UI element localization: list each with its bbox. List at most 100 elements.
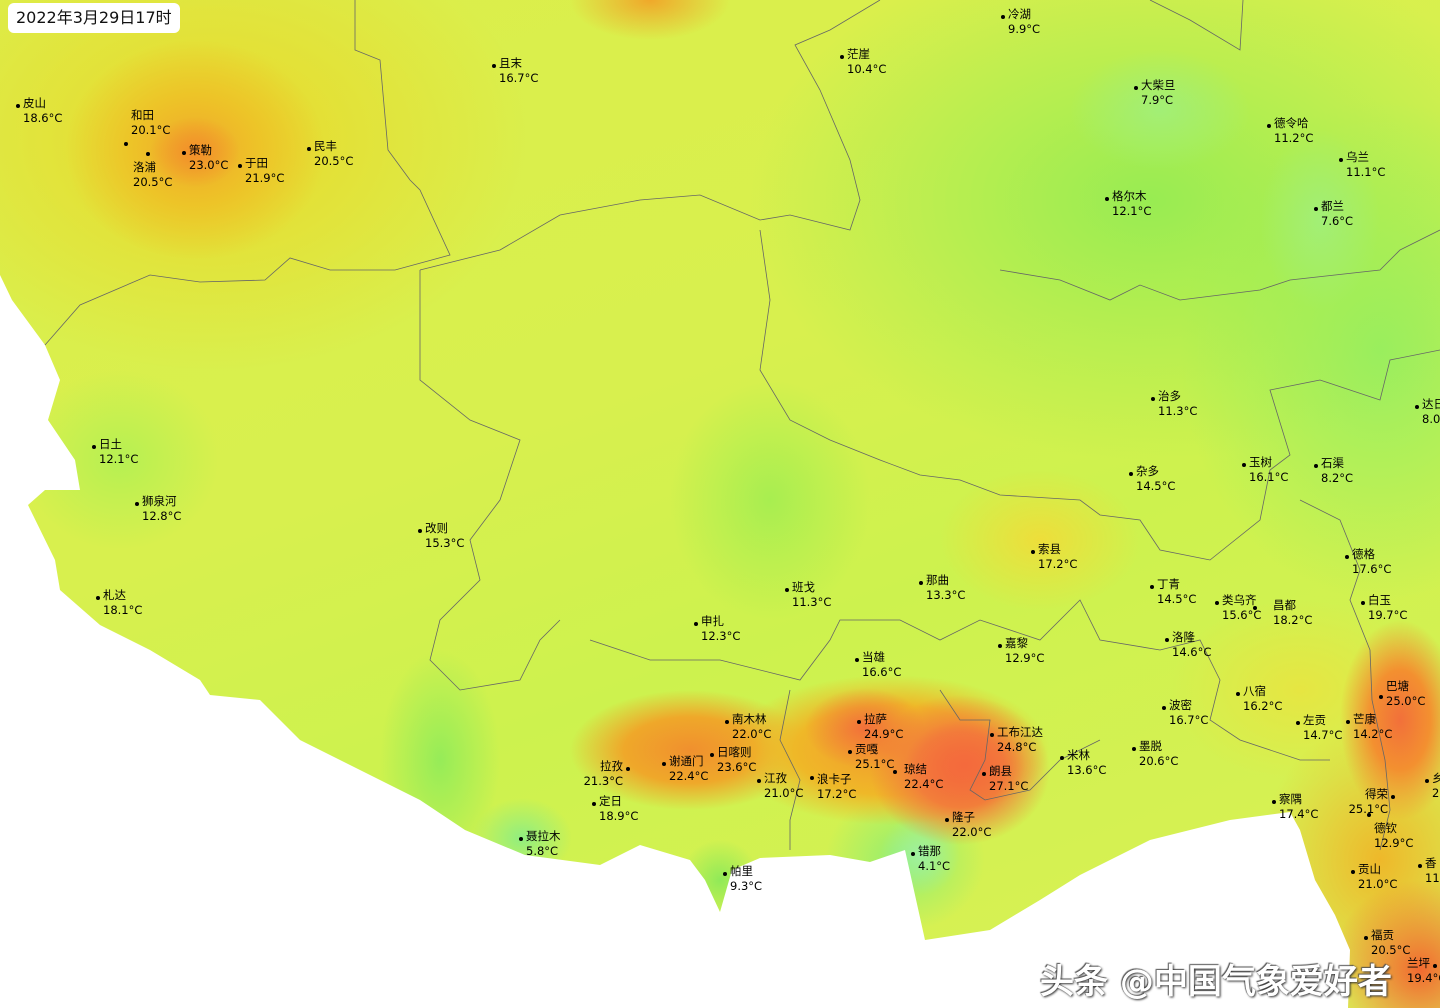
station-dot	[1031, 550, 1035, 554]
station-name: 定日	[599, 794, 622, 808]
station-temp: 20.5°C	[133, 175, 173, 189]
station-name: 芒康	[1353, 712, 1376, 726]
station-name: 日土	[99, 437, 122, 451]
station-temp: 13.6°C	[1067, 763, 1107, 777]
station-dot	[945, 818, 949, 822]
station-temp: 11.3°C	[792, 595, 832, 609]
station-temp: 16.7°C	[499, 71, 539, 85]
station-dot	[1346, 720, 1350, 724]
station-dot	[710, 753, 714, 757]
station-dot	[982, 772, 986, 776]
station-temp: 18.6°C	[23, 111, 63, 125]
station-temp: 20.1°C	[131, 123, 171, 137]
station-dot	[1314, 207, 1318, 211]
station-dot	[1364, 936, 1368, 940]
station-name: 福贡	[1371, 928, 1394, 942]
station-dot	[1132, 747, 1136, 751]
station-label: 左贡 14.7°C	[1303, 713, 1342, 743]
station-dot	[725, 720, 729, 724]
station-dot	[1150, 585, 1154, 589]
station-name: 皮山	[23, 96, 46, 110]
station-temp: 17.2°C	[1038, 557, 1078, 571]
station-label: 香11.	[1425, 856, 1440, 886]
station-dot	[757, 779, 761, 783]
station-name: 那曲	[926, 573, 949, 587]
station-name: 德格	[1352, 547, 1375, 561]
station-dot	[785, 588, 789, 592]
station-dot	[1151, 397, 1155, 401]
station-dot	[135, 502, 139, 506]
station-label: 白玉 19.7°C	[1368, 593, 1407, 623]
station-dot	[1060, 756, 1064, 760]
station-label: 19.4°C	[376, 0, 415, 3]
station-label: 拉孜 21.3°C	[584, 759, 623, 789]
station-temp: 12.3°C	[701, 629, 741, 643]
station-dot	[998, 644, 1002, 648]
station-temp: 17.4°C	[1279, 807, 1319, 821]
station-name: 拉萨	[864, 712, 887, 726]
station-name: 德令哈	[1274, 116, 1309, 130]
station-label: 琼结 22.4°C	[904, 762, 943, 792]
station-name: 民丰	[314, 139, 337, 153]
station-temp: 7.9°C	[1141, 93, 1174, 107]
station-name: 且末	[499, 56, 522, 70]
station-temp: 12.1°C	[99, 452, 139, 466]
station-name: 香	[1425, 856, 1437, 870]
station-dot	[1433, 964, 1437, 968]
station-label: 米林 13.6°C	[1067, 748, 1106, 778]
station-dot	[694, 622, 698, 626]
station-name: 白玉	[1368, 593, 1391, 607]
station-label: 墨脱 20.6°C	[1139, 739, 1178, 769]
station-label: 聂拉木 5.8°C	[526, 829, 561, 859]
station-name: 索县	[1038, 542, 1061, 556]
station-name: 左贡	[1303, 713, 1326, 727]
station-name: 兰坪	[1407, 956, 1430, 970]
station-dot	[919, 581, 923, 585]
station-label: 于田 21.9°C	[245, 156, 284, 186]
station-dot	[1418, 864, 1422, 868]
station-temp: 18.9°C	[599, 809, 639, 823]
station-temp: 15.6°C	[1222, 608, 1262, 622]
station-label: 当雄 16.6°C	[862, 650, 901, 680]
station-dot	[238, 164, 242, 168]
station-label: 昌都 18.2°C	[1273, 598, 1312, 628]
station-temp: 12.9°C	[1374, 836, 1414, 850]
station-temp: 17.2°C	[817, 787, 857, 801]
station-label: 芒康 14.2°C	[1353, 712, 1392, 742]
station-name: 策勒	[189, 143, 212, 157]
station-label: 定日 18.9°C	[599, 794, 638, 824]
station-dot	[16, 104, 20, 108]
station-temp: 21.0°C	[1358, 877, 1398, 891]
station-dot	[1296, 721, 1300, 725]
station-temp: 19.4°C	[1407, 971, 1440, 985]
station-label: 贡嘎 25.1°C	[855, 742, 894, 772]
station-name: 乌兰	[1346, 150, 1369, 164]
station-name: 改则	[425, 521, 448, 535]
station-temp: 27.1°C	[989, 779, 1029, 793]
station-name: 大柴旦	[1141, 78, 1176, 92]
station-name: 玉树	[1249, 455, 1272, 469]
station-name: 察隅	[1279, 792, 1302, 806]
station-dot	[1134, 86, 1138, 90]
station-dot	[893, 770, 897, 774]
station-label: 谢通门 22.4°C	[669, 754, 708, 784]
station-name: 隆子	[952, 810, 975, 824]
station-name: 南木林	[732, 712, 767, 726]
station-temp: 18.1°C	[103, 603, 143, 617]
station-dot	[1415, 405, 1419, 409]
station-name: 聂拉木	[526, 829, 561, 843]
admin-borders	[44, 0, 1440, 851]
station-label: 杂多 14.5°C	[1136, 464, 1175, 494]
station-dot	[96, 596, 100, 600]
station-label: 且末 16.7°C	[499, 56, 538, 86]
station-temp: 8.0	[1422, 412, 1440, 426]
station-temp: 16.2°C	[1243, 699, 1283, 713]
station-dot	[1367, 813, 1371, 817]
station-label: 错那 4.1°C	[918, 844, 950, 874]
station-name: 达日	[1422, 397, 1440, 411]
station-label: 治多 11.3°C	[1158, 389, 1197, 419]
station-temp: 5.8°C	[526, 844, 559, 858]
station-label: 浪卡子 17.2°C	[817, 772, 856, 802]
station-temp: 12.9°C	[1005, 651, 1045, 665]
